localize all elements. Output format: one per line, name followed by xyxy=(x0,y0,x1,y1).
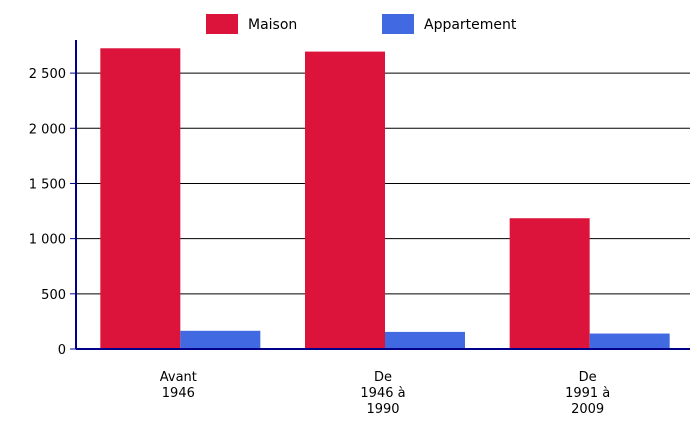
legend-label-maison: Maison xyxy=(248,17,297,33)
y-tick-label: 0 xyxy=(58,343,66,358)
y-tick-label: 500 xyxy=(41,288,66,303)
legend: Maison Appartement xyxy=(206,14,517,34)
bar-appartement-0 xyxy=(180,330,261,349)
y-tick-label: 1 500 xyxy=(29,177,66,192)
x-tick-label: Avant 1946 xyxy=(160,370,197,401)
bar-maison-1 xyxy=(305,51,385,350)
bars xyxy=(100,48,670,350)
y-axis-ticks: 0 500 1 000 1 500 2 000 2 500 xyxy=(29,67,76,358)
bar-appartement-2 xyxy=(589,333,670,349)
legend-label-appartement: Appartement xyxy=(424,17,517,33)
y-tick-label: 1 000 xyxy=(29,233,66,248)
x-tick-label: De 1946 à 1990 xyxy=(360,370,405,417)
bar-maison-2 xyxy=(509,218,590,349)
bar-maison-0 xyxy=(100,48,181,349)
legend-swatch-maison xyxy=(206,14,238,34)
y-tick-label: 2 500 xyxy=(29,67,66,82)
x-axis-ticks: Avant 1946 De 1946 à 1990 De 1991 à 2009 xyxy=(160,370,610,417)
legend-swatch-appartement xyxy=(382,14,414,34)
bar-appartement-1 xyxy=(385,331,465,349)
x-tick-label: De 1991 à 2009 xyxy=(565,370,610,417)
y-tick-label: 2 000 xyxy=(29,122,66,137)
